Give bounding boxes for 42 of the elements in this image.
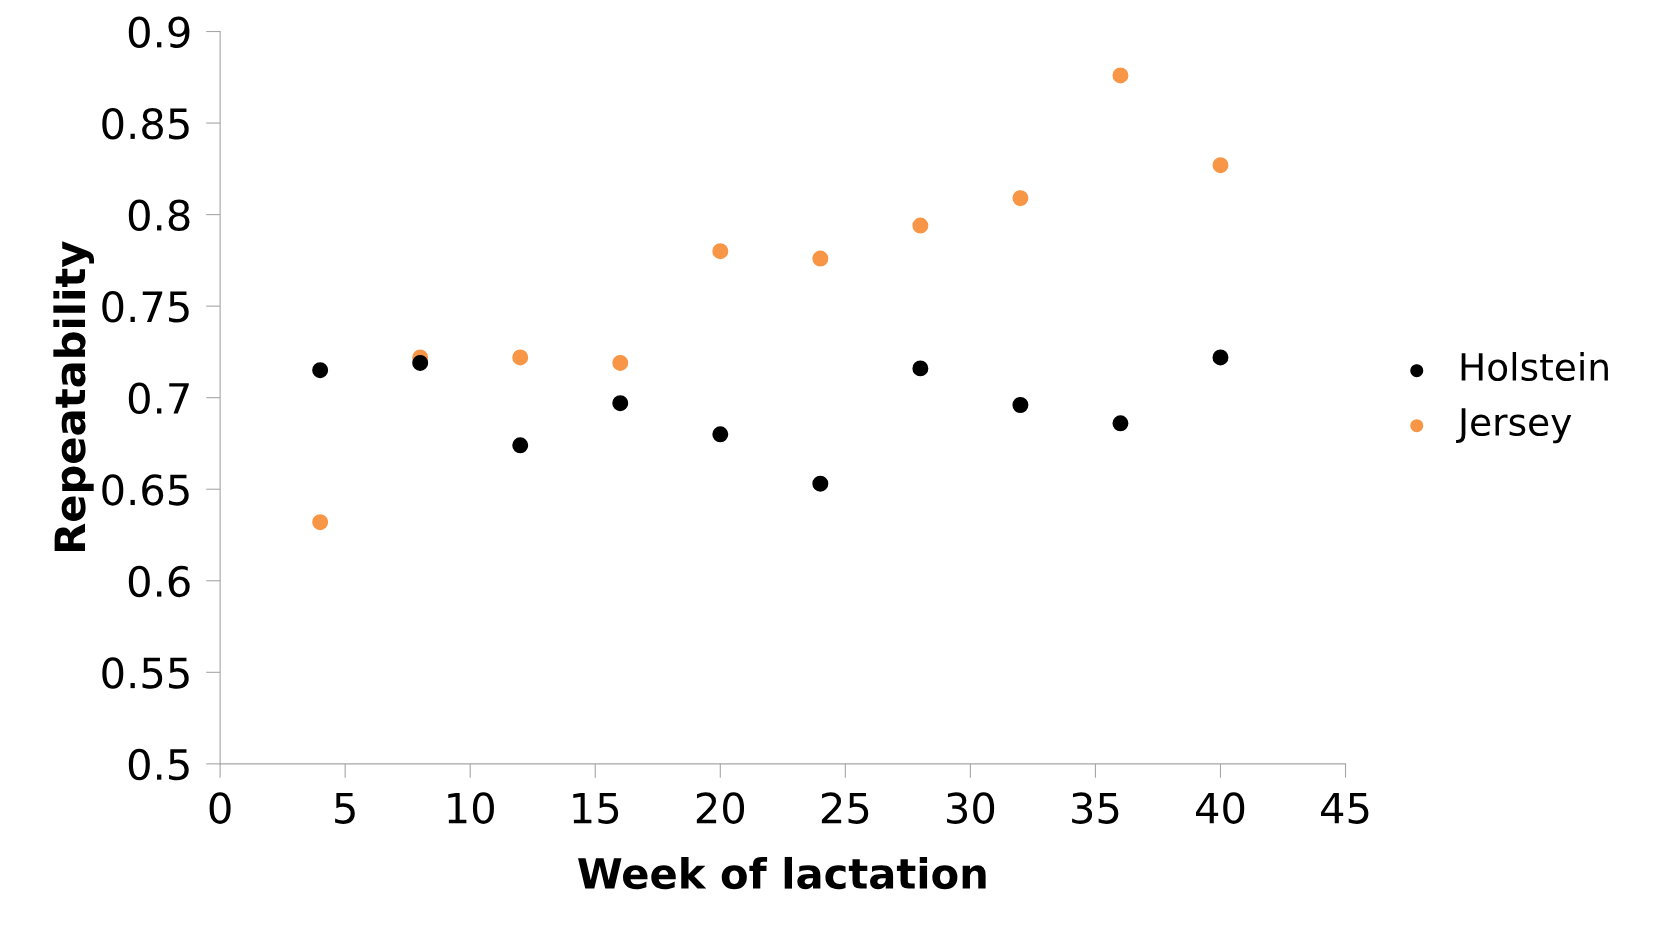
y-tick-label: 0.9 [128,16,190,48]
y-tick-label: 0.55 [102,657,189,689]
x-tick-label: 40 [1196,792,1245,824]
point [512,349,529,366]
x-tick-label: 30 [947,792,995,824]
legend-label: Holstein [1461,352,1608,382]
point [1212,157,1229,174]
x-axis-title: Week of lactation [578,856,986,890]
point [812,475,829,492]
y-tick-label: 0.65 [102,474,189,506]
y-tick-label: 0.7 [128,382,189,415]
point [712,426,729,443]
point [1012,397,1029,413]
x-tick-label: 35 [1072,792,1119,824]
legend-label: Jersey [1456,408,1572,444]
point [1212,349,1229,366]
x-tick-label: 10 [448,792,494,824]
point [312,514,329,531]
point [912,360,929,377]
point [1112,67,1129,84]
y-tick-label: 0.85 [102,107,189,140]
point [312,362,329,379]
y-tick-label: 0.5 [128,748,189,781]
x-tick-label: 15 [573,792,619,824]
point [1012,190,1029,207]
point [812,250,829,267]
point [612,395,629,412]
point [912,217,929,234]
point [712,243,729,260]
x-tick-label: 45 [1321,792,1369,824]
point [412,354,429,371]
y-axis-title: Repeatability [53,241,95,552]
y-tick-label: 0.8 [128,199,190,232]
x-tick-label: 0 [209,792,231,824]
point [512,437,529,454]
point [1112,415,1129,432]
x-tick-label: 20 [696,792,745,824]
x-tick-label: 5 [335,792,355,824]
y-tick-label: 0.75 [102,291,189,323]
y-tick-label: 0.6 [128,565,190,598]
point [612,354,629,371]
x-tick-label: 25 [821,792,869,824]
